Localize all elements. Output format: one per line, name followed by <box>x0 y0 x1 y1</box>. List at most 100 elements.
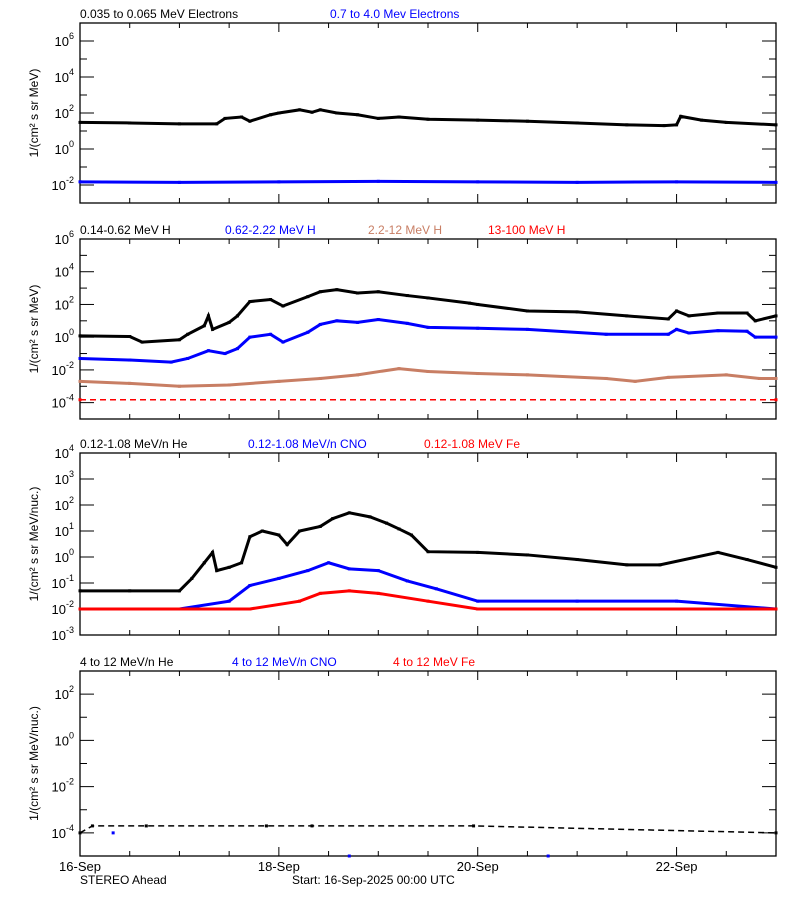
data-point <box>177 122 181 126</box>
data-point <box>248 335 252 339</box>
data-point <box>318 524 322 528</box>
y-tick-label: 102 <box>55 294 74 312</box>
data-point <box>687 314 691 318</box>
y-tick-label: 10-2 <box>52 360 74 378</box>
legend-entry: 13-100 MeV H <box>488 223 565 237</box>
data-point <box>753 335 757 339</box>
data-point <box>476 326 480 330</box>
y-tick-label: 106 <box>55 31 74 49</box>
y-tick-label: 100 <box>55 327 74 345</box>
data-point <box>525 553 529 557</box>
data-point <box>604 332 608 336</box>
data-point <box>306 569 310 573</box>
data-point <box>368 515 372 519</box>
data-point <box>281 340 285 344</box>
data-point <box>774 376 778 380</box>
legend-entry: 4 to 12 MeV Fe <box>393 655 475 669</box>
data-point <box>177 589 181 593</box>
legend-entry: 4 to 12 MeV/n CNO <box>232 655 337 669</box>
data-point <box>409 533 413 537</box>
y-axis-label: 1/(cm² s sr MeV/nuc.) <box>27 487 41 602</box>
data-point <box>128 335 132 339</box>
data-point <box>426 599 430 603</box>
y-tick-label: 103 <box>55 469 74 487</box>
data-point <box>575 180 579 184</box>
data-point <box>277 576 281 580</box>
legend-entry: 0.14-0.62 MeV H <box>80 223 171 237</box>
data-point <box>376 179 380 183</box>
data-point <box>666 317 670 321</box>
data-point <box>774 607 778 611</box>
data-point <box>206 314 210 318</box>
y-tick-label: 104 <box>55 67 74 85</box>
data-point <box>111 831 115 835</box>
data-point <box>666 375 670 379</box>
data-point <box>405 321 409 325</box>
data-point <box>472 824 476 828</box>
data-point <box>78 334 82 338</box>
data-point <box>269 332 273 336</box>
y-tick-label: 100 <box>55 139 74 157</box>
data-point <box>310 110 314 114</box>
data-point <box>675 180 679 184</box>
data-point <box>335 288 339 292</box>
data-point <box>264 824 268 828</box>
data-point <box>774 180 778 184</box>
data-point <box>745 558 749 562</box>
data-point <box>426 550 430 554</box>
data-point <box>277 111 281 115</box>
data-point <box>476 599 480 603</box>
data-point <box>298 529 302 533</box>
data-point <box>467 301 471 305</box>
y-tick-label: 10-2 <box>52 175 74 193</box>
data-point <box>211 550 215 554</box>
data-point <box>215 122 219 126</box>
data-point <box>227 599 231 603</box>
data-point <box>331 517 335 521</box>
legend-entry: 0.12-1.08 MeV/n He <box>80 437 188 451</box>
data-point <box>745 329 749 333</box>
data-point <box>318 108 322 112</box>
data-point <box>575 121 579 125</box>
data-point <box>335 111 339 115</box>
data-point <box>376 318 380 322</box>
legend-entry: 2.2-12 MeV H <box>368 223 442 237</box>
data-point <box>662 124 666 128</box>
data-point <box>675 599 679 603</box>
y-tick-label: 104 <box>55 443 74 461</box>
data-point <box>385 521 389 525</box>
data-point <box>575 599 579 603</box>
data-point <box>78 607 82 611</box>
y-axis-label: 1/(cm² s sr MeV/nuc.) <box>27 706 41 821</box>
data-point <box>724 120 728 124</box>
panel-2: 106 104 102 100 10-2 10-4 1/(cm² s sr MeV) 0.14… <box>27 223 778 420</box>
data-point <box>281 304 285 308</box>
data-point <box>206 349 210 353</box>
y-tick-label: 100 <box>55 730 74 748</box>
data-point <box>269 298 273 302</box>
legend-entry: 0.12-1.08 MeV Fe <box>424 437 520 451</box>
data-point <box>318 376 322 380</box>
data-point <box>675 309 679 313</box>
data-point <box>426 117 430 121</box>
data-point <box>78 180 82 184</box>
legend-entry: 0.7 to 4.0 Mev Electrons <box>330 7 459 21</box>
footer-start-time: Start: 16-Sep-2025 00:00 UTC <box>292 873 455 887</box>
data-point <box>277 533 281 537</box>
y-tick-label: 10-1 <box>52 573 74 591</box>
data-point <box>525 327 529 331</box>
x-tick-label: 20-Sep <box>457 859 499 874</box>
data-point <box>625 123 629 127</box>
legend-entry: 0.12-1.08 MeV/n CNO <box>248 437 367 451</box>
data-point <box>426 369 430 373</box>
y-tick-label: 102 <box>55 103 74 121</box>
data-point <box>248 584 252 588</box>
y-axis-label: 1/(cm² s sr MeV) <box>27 285 41 374</box>
x-tick-label: 22-Sep <box>656 859 698 874</box>
y-tick-label: 102 <box>55 684 74 702</box>
data-point <box>235 314 239 318</box>
data-point <box>277 379 281 383</box>
series-trace <box>79 108 777 128</box>
y-tick-label: 104 <box>55 262 74 280</box>
data-point <box>306 330 310 334</box>
